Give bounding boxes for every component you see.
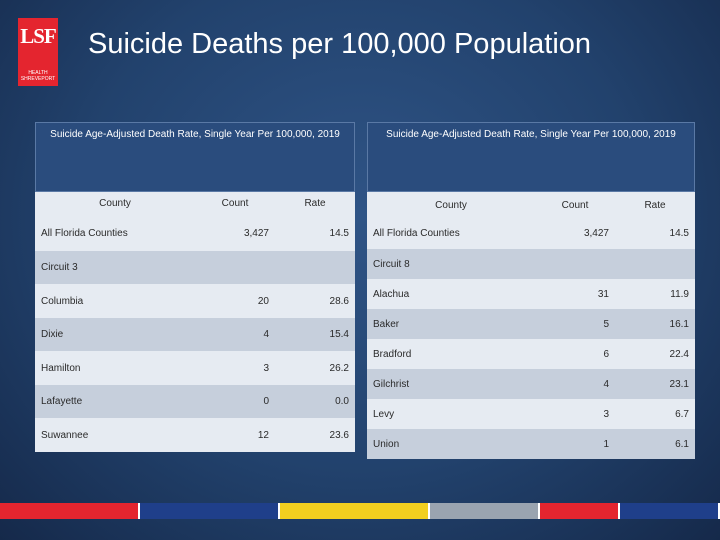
right-all-counties-count: 3,427 (583, 228, 609, 239)
table-row: Baker 5 16.1 (367, 309, 695, 339)
table-row: Suwannee 12 23.6 (35, 418, 355, 452)
right-header-rate: Rate (644, 199, 666, 211)
left-all-counties-count: 3,427 (243, 227, 269, 239)
county-count: 3 (603, 408, 609, 420)
table-row: Dixie 4 15.4 (35, 318, 355, 351)
logo-line-2: SHREVEPORT (20, 76, 56, 82)
county-name: Suwannee (41, 429, 89, 441)
logo-line-1: HEALTH (28, 70, 48, 76)
right-header-row: County Count Rate (367, 192, 695, 218)
county-rate: 23.1 (669, 378, 689, 390)
county-count: 4 (263, 329, 269, 340)
county-name: Bradford (373, 348, 412, 360)
left-table-panel: Suicide Age-Adjusted Death Rate, Single … (35, 122, 355, 452)
left-circuit-row: Circuit 3 (35, 251, 355, 284)
page-title: Suicide Deaths per 100,000 Population (88, 28, 592, 60)
county-rate: 0.0 (335, 396, 349, 407)
logo-mark: LSF (20, 24, 57, 48)
right-header-count: Count (561, 199, 589, 211)
right-circuit-label: Circuit 8 (373, 258, 410, 270)
color-bar-segment (280, 503, 430, 519)
county-name: Hamilton (41, 362, 81, 374)
county-name: Columbia (41, 295, 84, 307)
left-all-counties-row: All Florida Counties 3,427 14.5 (35, 215, 355, 251)
county-rate: 6.1 (675, 438, 689, 450)
county-count: 1 (603, 438, 609, 450)
color-bar-segment (0, 503, 140, 519)
right-table-caption: Suicide Age-Adjusted Death Rate, Single … (367, 122, 695, 192)
county-name: Dixie (41, 329, 64, 340)
county-count: 4 (603, 378, 609, 390)
left-table-caption: Suicide Age-Adjusted Death Rate, Single … (35, 122, 355, 192)
left-header-county: County (99, 198, 131, 209)
county-rate: 23.6 (329, 429, 349, 441)
county-rate: 28.6 (329, 295, 349, 307)
right-header-county: County (435, 199, 467, 211)
county-name: Alachua (373, 288, 410, 300)
right-all-counties-rate: 14.5 (669, 228, 689, 239)
table-row: Columbia 20 28.6 (35, 284, 355, 318)
left-data-table: County Count Rate All Florida Counties 3… (35, 192, 355, 452)
county-name: Lafayette (41, 396, 83, 407)
county-count: 12 (257, 429, 269, 441)
county-rate: 15.4 (329, 329, 349, 340)
right-all-counties-name: All Florida Counties (373, 228, 460, 239)
right-circuit-row: Circuit 8 (367, 249, 695, 279)
county-rate: 11.9 (670, 288, 689, 300)
county-rate: 22.4 (669, 348, 689, 360)
color-bar-segment (140, 503, 280, 519)
county-count: 3 (263, 362, 269, 374)
county-count: 0 (263, 396, 269, 407)
county-count: 31 (597, 288, 609, 300)
right-table-panel: Suicide Age-Adjusted Death Rate, Single … (367, 122, 695, 459)
county-count: 6 (603, 348, 609, 360)
table-row: Gilchrist 4 23.1 (367, 369, 695, 399)
logo-subtext: HEALTH SHREVEPORT (18, 70, 58, 82)
left-header-rate: Rate (304, 198, 326, 209)
left-header-count: Count (221, 198, 249, 209)
table-row: Levy 3 6.7 (367, 399, 695, 429)
county-count: 20 (257, 295, 269, 307)
color-bar-segment (430, 503, 540, 519)
table-row: Lafayette 0 0.0 (35, 385, 355, 418)
right-data-table: County Count Rate All Florida Counties 3… (367, 192, 695, 459)
table-row: Alachua 31 11.9 (367, 279, 695, 309)
color-bar-segment (540, 503, 620, 519)
county-rate: 26.2 (329, 362, 349, 374)
table-row: Union 1 6.1 (367, 429, 695, 459)
county-rate: 6.7 (675, 408, 689, 420)
county-name: Gilchrist (373, 378, 410, 390)
right-all-counties-row: All Florida Counties 3,427 14.5 (367, 218, 695, 249)
color-bar-segment (620, 503, 720, 519)
left-circuit-label: Circuit 3 (41, 262, 78, 273)
table-row: Bradford 6 22.4 (367, 339, 695, 369)
left-all-counties-name: All Florida Counties (41, 227, 128, 239)
county-name: Levy (373, 408, 395, 420)
decorative-color-bar (0, 503, 720, 519)
county-rate: 16.1 (669, 318, 689, 330)
left-all-counties-rate: 14.5 (329, 227, 349, 239)
health-logo: LSF HEALTH SHREVEPORT (18, 18, 58, 86)
left-header-row: County Count Rate (35, 192, 355, 215)
county-count: 5 (603, 318, 609, 330)
table-row: Hamilton 3 26.2 (35, 351, 355, 385)
county-name: Union (373, 438, 400, 450)
county-name: Baker (373, 318, 400, 330)
